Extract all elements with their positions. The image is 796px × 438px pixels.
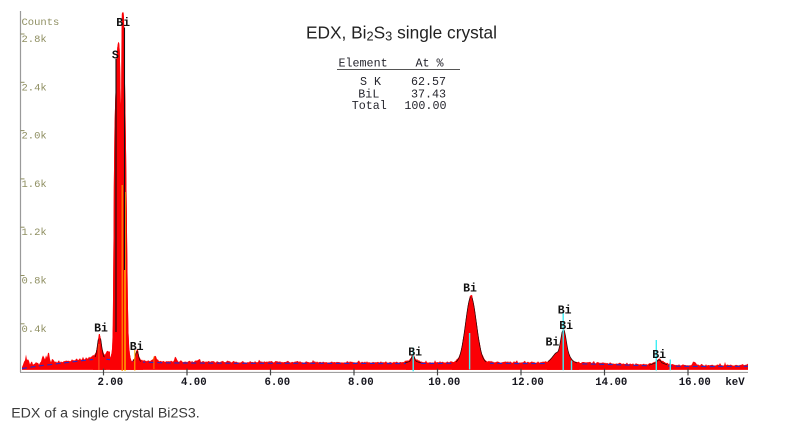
svg-text:Bi: Bi — [559, 320, 573, 333]
svg-text:Bi: Bi — [652, 349, 666, 362]
svg-text:2.0k: 2.0k — [22, 131, 47, 143]
svg-text:Bi: Bi — [558, 305, 572, 318]
svg-text:2.8k: 2.8k — [22, 34, 47, 46]
svg-text:4.00: 4.00 — [181, 377, 207, 389]
svg-text:Bi: Bi — [463, 282, 477, 295]
svg-text:Total: Total — [352, 99, 387, 113]
svg-text:EDX of a single crystal Bi2S3.: EDX of a single crystal Bi2S3. — [11, 405, 199, 421]
svg-text:keV: keV — [725, 377, 745, 389]
svg-text:12.00: 12.00 — [512, 377, 544, 389]
svg-text:1.2k: 1.2k — [22, 227, 47, 239]
svg-text:0.4k: 0.4k — [22, 324, 47, 336]
svg-text:At %: At % — [416, 57, 445, 71]
svg-text:100.00: 100.00 — [404, 99, 446, 113]
svg-text:37.43: 37.43 — [411, 88, 446, 102]
svg-text:Bi: Bi — [545, 336, 559, 349]
svg-text:0.8k: 0.8k — [22, 276, 47, 288]
svg-text:1.6k: 1.6k — [22, 179, 47, 191]
svg-text:16.00: 16.00 — [679, 377, 711, 389]
svg-text:Bi: Bi — [130, 341, 144, 354]
svg-text:8.00: 8.00 — [348, 377, 374, 389]
svg-text:6.00: 6.00 — [264, 377, 290, 389]
svg-text:BiL: BiL — [358, 88, 379, 102]
svg-text:Bi: Bi — [116, 17, 130, 30]
svg-text:14.00: 14.00 — [595, 377, 627, 389]
svg-text:S K: S K — [360, 75, 381, 89]
svg-text:EDX, Bi2S3 single crystal: EDX, Bi2S3 single crystal — [306, 22, 497, 43]
svg-text:2.4k: 2.4k — [22, 82, 47, 94]
svg-text:S: S — [112, 50, 119, 63]
svg-text:Counts: Counts — [22, 17, 60, 29]
svg-text:10.00: 10.00 — [428, 377, 460, 389]
svg-text:2.00: 2.00 — [97, 377, 123, 389]
svg-text:Bi: Bi — [408, 346, 422, 359]
svg-text:62.57: 62.57 — [411, 75, 446, 89]
svg-text:Bi: Bi — [94, 323, 108, 336]
svg-text:Element: Element — [339, 57, 388, 71]
